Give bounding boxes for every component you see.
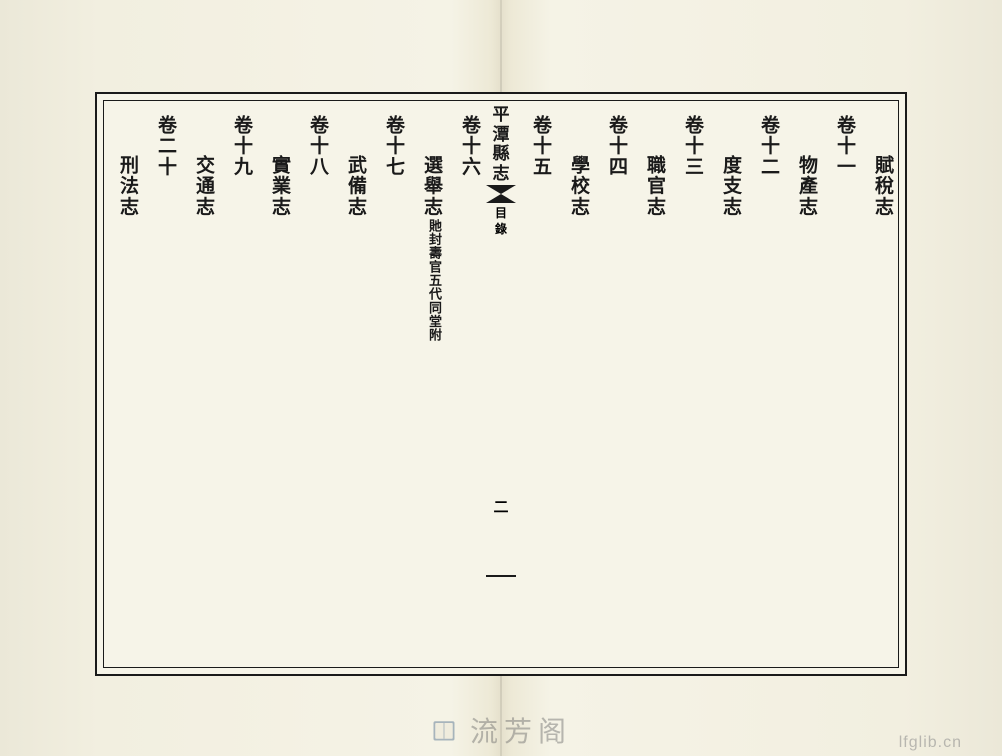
column-text: 學校志 — [550, 155, 588, 217]
spine-title-char: 平 — [493, 105, 510, 125]
column-text: 職官志 — [626, 155, 664, 217]
column-text: 實業志 — [251, 155, 289, 217]
column-text: 交通志 — [175, 155, 213, 217]
column-text: 物產志 — [778, 155, 816, 217]
column-text: 選舉志 — [403, 155, 441, 217]
section-title: 選舉志貤封壽官五代同堂附 — [403, 105, 441, 341]
column-text: 卷十四 — [588, 115, 626, 177]
section-title: 學校志 — [550, 105, 588, 217]
column-text: 卷二十 — [137, 115, 175, 177]
section-title: 度支志 — [702, 105, 740, 217]
inner-frame: 賦稅志卷十一物產志卷十二度支志卷十三職官志卷十四學校志卷十五 平 潭 縣 志 目… — [103, 100, 899, 668]
volume-heading: 卷十九 — [213, 105, 251, 177]
section-title: 職官志 — [626, 105, 664, 217]
section-title: 物產志 — [778, 105, 816, 217]
spine-title-char: 縣 — [493, 144, 510, 164]
spine-title: 平 潭 縣 志 — [493, 105, 510, 183]
annotation-text: 貤封壽官五代同堂附 — [403, 219, 441, 342]
spine-title-char: 潭 — [493, 125, 510, 145]
column-text: 武備志 — [327, 155, 365, 217]
spine-sub-char: 錄 — [495, 223, 507, 237]
spine-page-number: 二 — [493, 496, 508, 517]
volume-heading: 卷十六 — [441, 105, 479, 177]
section-title: 實業志 — [251, 105, 289, 217]
spine-column: 平 潭 縣 志 目 錄 二 — [482, 101, 520, 667]
spine-sub-char: 目 — [495, 207, 507, 221]
section-title: 武備志 — [327, 105, 365, 217]
column-text: 卷十九 — [213, 115, 251, 177]
volume-heading: 卷二十 — [137, 105, 175, 177]
book-icon — [430, 716, 458, 744]
volume-heading: 卷十四 — [588, 105, 626, 177]
section-title: 刑法志 — [99, 105, 137, 217]
spine-divider — [486, 575, 516, 577]
column-text: 卷十三 — [664, 115, 702, 177]
column-text: 卷十八 — [289, 115, 327, 177]
fishtail-icon — [486, 185, 516, 203]
volume-heading: 卷十一 — [816, 105, 854, 177]
column-text: 刑法志 — [99, 155, 137, 217]
column-text: 卷十二 — [740, 115, 778, 177]
volume-heading: 卷十七 — [365, 105, 403, 177]
spine-title-char: 志 — [493, 164, 510, 184]
volume-heading: 卷十二 — [740, 105, 778, 177]
spine-subtitle: 目 錄 — [495, 205, 507, 237]
column-text: 賦稅志 — [854, 155, 892, 217]
volume-heading: 卷十三 — [664, 105, 702, 177]
watermark-text: 流芳阁 — [470, 710, 572, 750]
left-page: 卷十六選舉志貤封壽官五代同堂附卷十七武備志卷十八實業志卷十九交通志卷二十刑法志 — [110, 105, 479, 663]
section-title: 交通志 — [175, 105, 213, 217]
column-text: 卷十一 — [816, 115, 854, 177]
outer-frame: 賦稅志卷十一物產志卷十二度支志卷十三職官志卷十四學校志卷十五 平 潭 縣 志 目… — [95, 92, 907, 676]
right-page: 賦稅志卷十一物產志卷十二度支志卷十三職官志卷十四學校志卷十五 — [523, 105, 892, 663]
volume-heading: 卷十八 — [289, 105, 327, 177]
watermark: 流芳阁 — [430, 710, 572, 750]
column-text: 卷十七 — [365, 115, 403, 177]
watermark-url: lfglib.cn — [899, 734, 962, 752]
column-text: 卷十六 — [441, 115, 479, 177]
section-title: 賦稅志 — [854, 105, 892, 217]
column-text: 度支志 — [702, 155, 740, 217]
